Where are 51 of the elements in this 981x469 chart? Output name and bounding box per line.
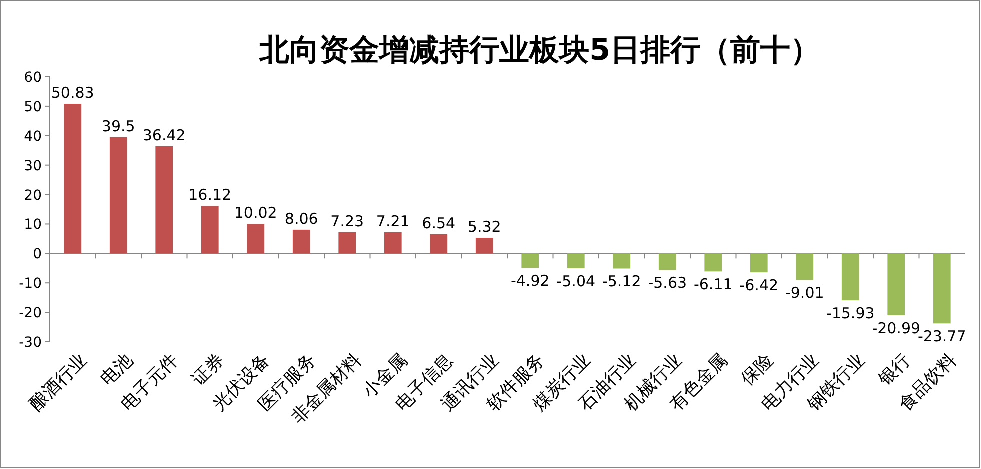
y-tick-label: 50 xyxy=(24,99,42,116)
bar xyxy=(292,230,310,254)
data-label: 16.12 xyxy=(188,186,232,204)
data-label: 8.06 xyxy=(284,210,318,228)
bar xyxy=(888,254,906,316)
data-label: -9.01 xyxy=(785,284,824,302)
data-label: -20.99 xyxy=(872,319,921,338)
data-label: -4.92 xyxy=(510,272,550,290)
data-label: 36.42 xyxy=(142,126,186,144)
bar xyxy=(156,146,174,254)
x-tick-label: 酿酒行业 xyxy=(26,350,92,416)
data-label: -5.12 xyxy=(602,272,642,291)
data-label: 10.02 xyxy=(234,204,278,222)
data-label: -15.93 xyxy=(826,304,875,323)
y-tick-label: 40 xyxy=(24,128,42,145)
y-tick-label: 30 xyxy=(24,158,42,174)
bar xyxy=(567,254,585,269)
bar xyxy=(613,254,631,269)
data-label: 7.23 xyxy=(330,212,364,230)
data-label: -5.04 xyxy=(556,272,596,291)
data-label: -6.42 xyxy=(740,276,779,295)
bar xyxy=(750,254,768,273)
y-tick-label: 0 xyxy=(33,246,42,263)
y-tick-label: 20 xyxy=(24,188,42,204)
y-tick-label: -30 xyxy=(19,335,42,351)
data-label: -6.11 xyxy=(694,276,733,294)
data-label: 5.32 xyxy=(468,218,502,236)
chart-title: 北向资金增减持行业板块5日排行（前十） xyxy=(258,33,820,68)
data-label: 39.5 xyxy=(102,117,136,136)
y-tick-label: -20 xyxy=(19,306,42,322)
data-label: 50.83 xyxy=(51,84,94,102)
bar xyxy=(704,254,722,272)
bar xyxy=(842,254,860,301)
bar xyxy=(64,104,82,254)
bar xyxy=(933,254,951,324)
bar xyxy=(247,224,265,254)
y-tick-label: -10 xyxy=(19,276,42,292)
bar xyxy=(476,238,494,254)
bar xyxy=(201,206,219,254)
bar xyxy=(522,254,540,268)
data-label: 6.54 xyxy=(422,214,456,232)
data-label: 7.21 xyxy=(376,212,410,230)
bar xyxy=(110,137,128,254)
bar xyxy=(384,232,402,254)
bar xyxy=(796,254,814,280)
data-label: -5.63 xyxy=(648,274,688,292)
y-tick-label: 10 xyxy=(24,217,42,234)
bar xyxy=(338,232,356,254)
bar xyxy=(430,234,448,254)
bar xyxy=(658,254,676,270)
y-tick-label: 60 xyxy=(24,70,42,86)
